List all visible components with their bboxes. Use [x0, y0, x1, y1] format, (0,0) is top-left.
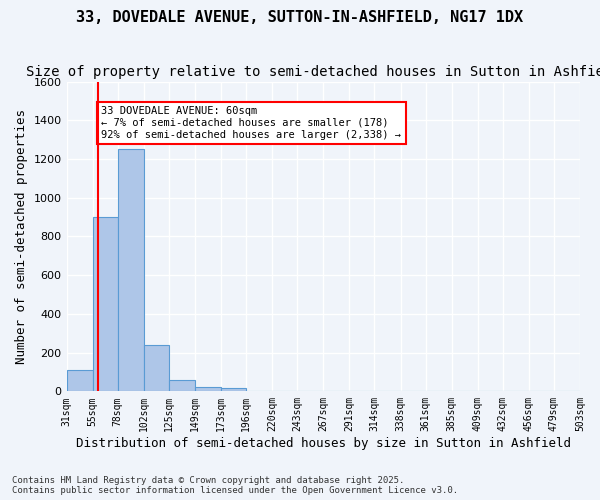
X-axis label: Distribution of semi-detached houses by size in Sutton in Ashfield: Distribution of semi-detached houses by …	[76, 437, 571, 450]
Text: 33, DOVEDALE AVENUE, SUTTON-IN-ASHFIELD, NG17 1DX: 33, DOVEDALE AVENUE, SUTTON-IN-ASHFIELD,…	[76, 10, 524, 25]
Bar	[118, 150, 144, 392]
Bar	[67, 370, 92, 392]
Title: Size of property relative to semi-detached houses in Sutton in Ashfield: Size of property relative to semi-detach…	[26, 65, 600, 79]
Bar	[144, 345, 169, 392]
Bar	[92, 217, 118, 392]
Y-axis label: Number of semi-detached properties: Number of semi-detached properties	[15, 109, 28, 364]
Text: Contains HM Land Registry data © Crown copyright and database right 2025.
Contai: Contains HM Land Registry data © Crown c…	[12, 476, 458, 495]
Text: 33 DOVEDALE AVENUE: 60sqm
← 7% of semi-detached houses are smaller (178)
92% of : 33 DOVEDALE AVENUE: 60sqm ← 7% of semi-d…	[101, 106, 401, 140]
Bar	[221, 388, 246, 392]
Bar	[195, 388, 221, 392]
Bar	[169, 380, 195, 392]
